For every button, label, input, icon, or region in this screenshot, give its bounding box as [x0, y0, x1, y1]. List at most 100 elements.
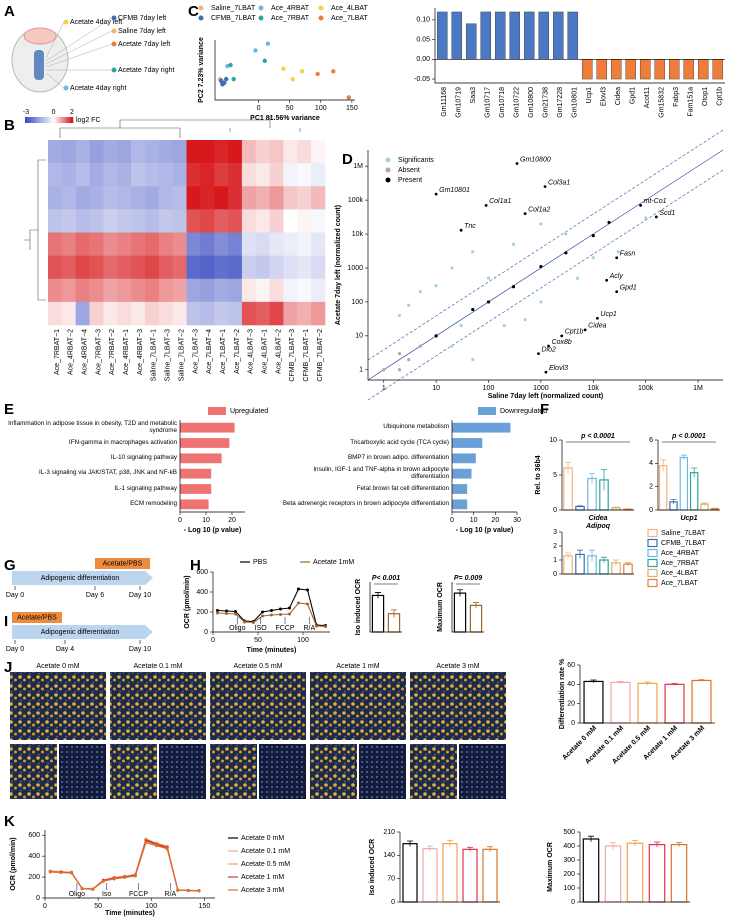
legend-swatch: [385, 177, 391, 183]
gene-label: Cpt1b: [565, 329, 584, 336]
heatmap-cell: [117, 140, 132, 164]
colorbar-cell: [29, 117, 32, 123]
legend-swatch: [208, 407, 226, 415]
bar: [462, 848, 478, 903]
heatmap-cell: [241, 186, 257, 210]
gene-label: Acly: [609, 273, 624, 280]
gene-point: [615, 256, 619, 260]
x-tick-label: Gpd1: [630, 87, 637, 104]
heatmap-cell: [269, 278, 284, 303]
error-bar: [625, 562, 631, 566]
heatmap-cell: [131, 209, 146, 233]
point: [591, 234, 595, 238]
heatmap-cell: [241, 163, 257, 187]
heatmap-cell: [89, 140, 104, 164]
heatmap-cell: [214, 301, 229, 326]
legend-swatch: [385, 157, 391, 163]
heatmap-cell: [269, 301, 284, 326]
legend-label: CFMB_7LBAT: [211, 15, 256, 22]
y-tick-label: 2: [553, 543, 557, 550]
point: [564, 251, 568, 255]
legend-label: PBS: [253, 559, 267, 566]
heatmap-cell: [48, 278, 63, 303]
legend-label: Upregulated: [230, 408, 268, 415]
bar: [180, 453, 222, 464]
heatmap-cell: [89, 163, 104, 187]
legend-swatch: [318, 5, 324, 11]
axis-line: [579, 832, 690, 903]
day-label: Day 0: [6, 592, 24, 599]
heatmap-cell: [186, 209, 201, 233]
column-label: Ace_7LBAT−3: [192, 329, 199, 374]
y-tick-label: IL-1 signaling pathway: [114, 484, 177, 492]
heatmap-cell: [117, 186, 132, 210]
heatmap-cell: [172, 163, 187, 187]
bar: [563, 467, 573, 511]
gene-label: Gm10800: [520, 156, 551, 163]
axis-line: [434, 8, 725, 84]
colorbar-cell: [60, 117, 63, 123]
error-bar: [577, 549, 583, 559]
colorbar-cell: [43, 117, 47, 123]
heatmap-cell: [283, 140, 298, 164]
x-tick-label: Cpt1b: [717, 87, 724, 106]
y-tick-label: -0.05: [414, 76, 430, 83]
day-label: Day 0: [6, 646, 24, 653]
gene-point: [605, 278, 609, 282]
bar: [604, 845, 622, 903]
heatmap-cell: [172, 186, 187, 210]
panel-label: E: [4, 401, 14, 418]
heatmap-cell: [117, 278, 132, 303]
y-tick-label: 600: [28, 832, 40, 839]
heatmap-cell: [61, 232, 76, 256]
point: [407, 303, 411, 307]
error-bar: [601, 469, 607, 491]
legend-swatch: [647, 568, 658, 578]
bar: [538, 11, 550, 60]
y-tick-label: 200: [563, 871, 575, 878]
identity-line: [367, 149, 724, 381]
heatmap-cell: [61, 163, 76, 187]
x-tick-label: 100: [145, 903, 157, 910]
marker: [234, 610, 237, 613]
y-tick-label: IL-10 signaling pathway: [110, 454, 177, 462]
bar: [668, 59, 680, 80]
bar: [180, 468, 212, 479]
marker: [261, 614, 264, 618]
error-bar: [407, 840, 413, 847]
heatmap-cell: [48, 186, 63, 210]
micrograph-zoom: [210, 744, 257, 799]
heatmap-cell: [241, 278, 257, 303]
bar: [422, 848, 438, 903]
category-label-box: Inflammation in adipose tissue in obesit…: [8, 420, 177, 433]
chart-title: Adipoq: [585, 523, 611, 530]
colorbar-cell: [45, 117, 49, 123]
legend-label: Ace_4RBAT: [271, 5, 310, 12]
y-tick-label: 6: [649, 437, 653, 444]
micrograph-zoom: [310, 744, 357, 799]
error-bar: [457, 589, 463, 597]
colorbar-label: log2 FC: [76, 117, 101, 124]
heatmap-cell: [311, 163, 326, 187]
injection-label: Oligo: [229, 625, 245, 632]
category-label-box: IL-10 signaling pathway: [110, 454, 177, 462]
bar: [610, 59, 622, 80]
heatmap-cell: [103, 186, 118, 210]
heatmap-cell: [283, 186, 298, 210]
category-label-box: IL-1 signaling pathway: [114, 484, 177, 492]
bar: [509, 11, 521, 60]
heatmap-cell: [297, 255, 312, 280]
y-tick-label: 210: [383, 829, 395, 836]
heatmap-cell: [158, 140, 173, 164]
y-tick-label: 200: [28, 874, 40, 881]
bar: [581, 59, 593, 80]
axis-line: [451, 582, 484, 633]
marker: [324, 625, 327, 628]
day-label: Day 4: [56, 646, 74, 653]
gene-label: Cox8b: [552, 339, 572, 346]
micrograph-zoom: [110, 744, 157, 799]
point: [471, 357, 475, 362]
colorbar-cell: [37, 117, 40, 123]
heatmap-cell: [214, 140, 229, 164]
point: [450, 344, 454, 348]
